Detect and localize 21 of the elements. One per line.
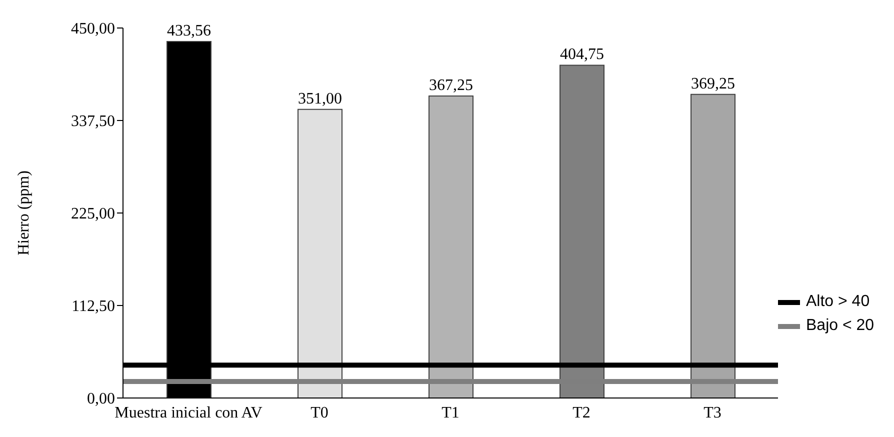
y-tick-label: 225,00 [71, 206, 115, 223]
y-axis-title: Hierro (ppm) [16, 170, 33, 256]
y-tick-label: 450,00 [71, 20, 115, 38]
x-tick-label: T1 [442, 404, 460, 422]
y-tick-label: 0,00 [87, 390, 115, 408]
bar [690, 94, 736, 398]
y-tick-label: 337,50 [71, 113, 115, 130]
x-tick-label: Muestra inicial con AV [114, 404, 263, 422]
bar [428, 96, 474, 398]
x-tick-label: T0 [310, 404, 328, 422]
x-tick-label: T3 [704, 404, 722, 422]
y-tick-label: 112,50 [72, 298, 115, 316]
data-label: 367,25 [429, 77, 473, 94]
legend-label: Bajo < 20 [806, 317, 874, 335]
data-label: 351,00 [298, 90, 342, 108]
legend-label: Alto > 40 [806, 293, 870, 311]
data-label: 404,75 [560, 46, 604, 64]
x-tick-label: T2 [572, 404, 590, 422]
data-label: 369,25 [691, 75, 735, 92]
bar [298, 108, 342, 398]
data-label: 433,56 [167, 22, 211, 40]
